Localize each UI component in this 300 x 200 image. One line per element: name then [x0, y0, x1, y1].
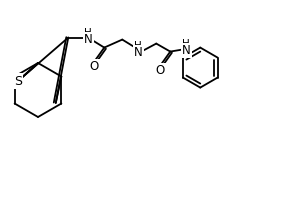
Text: S: S	[14, 75, 22, 88]
Text: N: N	[84, 33, 93, 46]
Text: N: N	[134, 46, 142, 59]
Text: H: H	[182, 39, 190, 49]
Text: N: N	[182, 44, 190, 57]
Text: O: O	[156, 64, 165, 77]
Text: O: O	[90, 60, 99, 73]
Text: H: H	[84, 28, 92, 38]
Text: H: H	[134, 41, 142, 51]
